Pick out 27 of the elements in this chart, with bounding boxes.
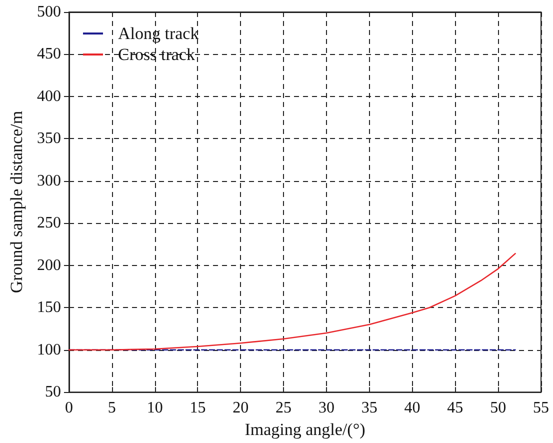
x-tick-label: 50 — [490, 400, 506, 417]
x-tick-label: 40 — [404, 400, 420, 417]
y-axis-title: Ground sample distance/m — [7, 110, 26, 294]
x-tick-label: 0 — [65, 400, 73, 417]
y-tick-label: 400 — [37, 88, 61, 105]
y-tick-label: 350 — [37, 130, 61, 148]
x-tick-label: 55 — [533, 400, 549, 417]
x-tick-label: 25 — [276, 400, 292, 417]
y-tick-label: 450 — [37, 46, 61, 63]
legend-label: Cross track — [118, 45, 196, 64]
y-tick-label: 50 — [45, 384, 61, 401]
x-tick-label: 20 — [232, 400, 249, 417]
x-tick-label: 15 — [190, 400, 206, 417]
y-tick-label: 500 — [37, 4, 61, 20]
legend-label: Along track — [118, 24, 200, 43]
y-tick-label: 250 — [37, 214, 61, 232]
x-tick-label: 30 — [318, 400, 334, 417]
y-tick-label: 100 — [37, 341, 61, 358]
x-tick-label: 10 — [146, 400, 163, 417]
x-tick-label: 35 — [361, 400, 378, 417]
line-series — [68, 252, 516, 351]
y-tick-label: 150 — [37, 299, 61, 316]
x-tick-label: 5 — [108, 400, 116, 417]
y-tick-label: 300 — [37, 172, 61, 190]
y-tick-label: 200 — [37, 256, 61, 274]
x-tick-label: 45 — [447, 400, 464, 417]
x-axis-title: Imaging angle/(°) — [244, 420, 366, 439]
